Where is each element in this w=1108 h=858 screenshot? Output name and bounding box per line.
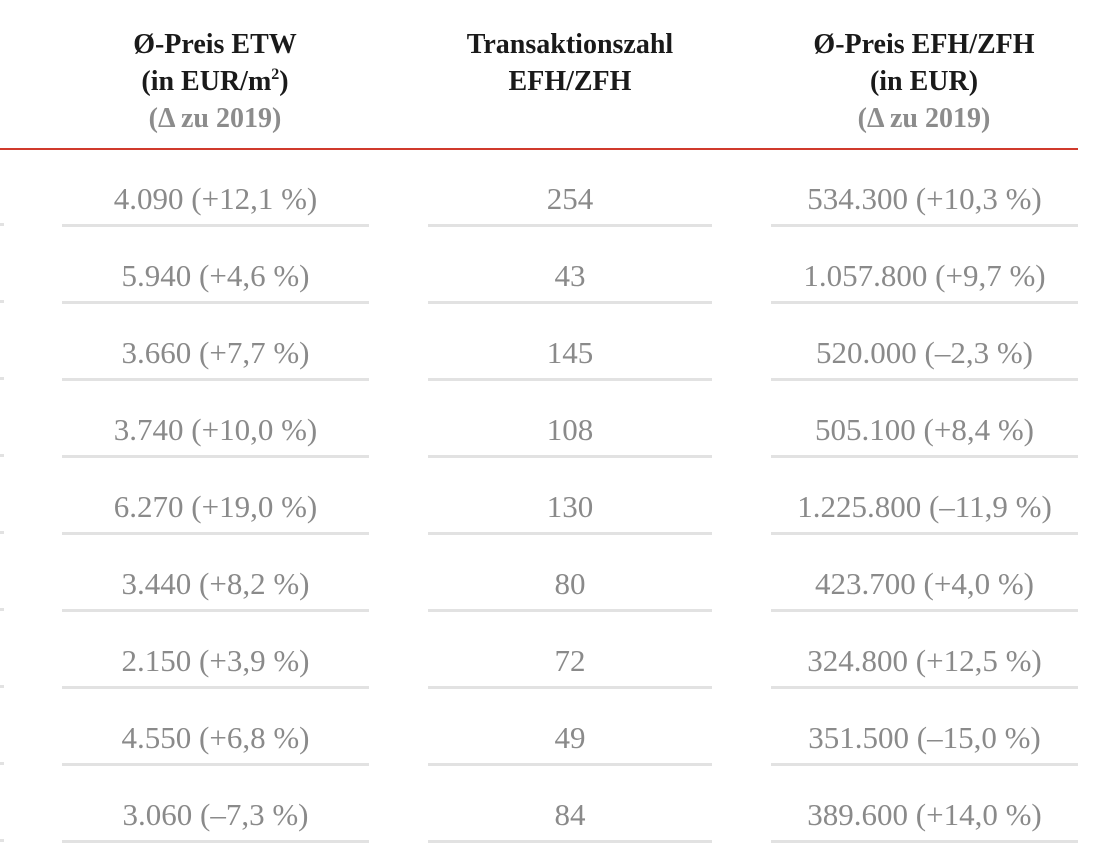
cell-value: 72 [554,643,586,678]
cell-value: 389.600 (+14,0 %) [807,797,1042,832]
cell-transaction-count: 145 [428,304,712,381]
header-unit: (in EUR) [869,66,979,97]
cell-avg-price-efh: 423.700 (+4,0 %) [771,535,1078,612]
header-label: Ø-Preis ETW [133,29,297,60]
cell-value: 84 [554,797,586,832]
row-divider-stub [0,454,4,457]
cell-value: 130 [546,489,594,524]
cell-value: 3.440 (+8,2 %) [121,566,310,601]
table-row: 3.660 (+7,7 %) 145 520.000 (–2,3 %) [0,304,1108,381]
cell-avg-price-efh: 1.057.800 (+9,7 %) [771,227,1078,304]
row-divider-stub [0,839,4,842]
header-unit: (in EUR/m2) [60,63,370,100]
cell-avg-price-etw: 3.740 (+10,0 %) [62,381,369,458]
cell-transaction-count: 80 [428,535,712,612]
header-delta-note: (Δ zu 2019) [857,103,991,134]
header-delta-note: (Δ zu 2019) [148,103,282,134]
cell-avg-price-etw: 3.060 (–7,3 %) [62,766,369,843]
cell-avg-price-etw: 4.090 (+12,1 %) [62,150,369,227]
table-body: 4.090 (+12,1 %) 254 534.300 (+10,3 %) 5.… [0,150,1108,843]
header-label: Ø-Preis EFH/ZFH [813,29,1035,60]
cell-transaction-count: 254 [428,150,712,227]
cell-value: 5.940 (+4,6 %) [121,258,310,293]
cell-transaction-count: 49 [428,689,712,766]
table-row: 3.060 (–7,3 %) 84 389.600 (+14,0 %) [0,766,1108,843]
row-divider-stub [0,531,4,534]
cell-value: 534.300 (+10,3 %) [807,181,1042,216]
row-divider-stub [0,685,4,688]
cell-transaction-count: 108 [428,381,712,458]
header-avg-price-etw: Ø-Preis ETW (in EUR/m2) (Δ zu 2019) [60,26,370,137]
cell-value: 3.660 (+7,7 %) [121,335,310,370]
row-divider-stub [0,377,4,380]
cell-transaction-count: 72 [428,612,712,689]
row-divider-stub [0,223,4,226]
header-divider [0,148,1078,150]
cell-transaction-count: 130 [428,458,712,535]
cell-value: 6.270 (+19,0 %) [113,489,318,524]
cell-value: 3.740 (+10,0 %) [113,412,318,447]
cell-avg-price-efh: 505.100 (+8,4 %) [771,381,1078,458]
cell-value: 108 [546,412,594,447]
cell-value: 4.550 (+6,8 %) [121,720,310,755]
cell-value: 505.100 (+8,4 %) [815,412,1034,447]
header-transaction-count: Transaktionszahl EFH/ZFH [428,26,712,100]
cell-value: 2.150 (+3,9 %) [121,643,310,678]
row-divider-stub [0,608,4,611]
table-row: 3.440 (+8,2 %) 80 423.700 (+4,0 %) [0,535,1108,612]
cell-transaction-count: 43 [428,227,712,304]
table-row: 6.270 (+19,0 %) 130 1.225.800 (–11,9 %) [0,458,1108,535]
header-label: Transaktionszahl [466,29,674,60]
cell-value: 520.000 (–2,3 %) [816,335,1033,370]
header-unit-superscript: 2 [271,66,280,83]
cell-avg-price-efh: 389.600 (+14,0 %) [771,766,1078,843]
cell-value: 1.225.800 (–11,9 %) [797,489,1052,524]
cell-avg-price-etw: 6.270 (+19,0 %) [62,458,369,535]
cell-value: 3.060 (–7,3 %) [122,797,309,832]
cell-avg-price-etw: 5.940 (+4,6 %) [62,227,369,304]
cell-avg-price-efh: 324.800 (+12,5 %) [771,612,1078,689]
table-row: 4.090 (+12,1 %) 254 534.300 (+10,3 %) [0,150,1108,227]
cell-value: 324.800 (+12,5 %) [807,643,1042,678]
cell-avg-price-etw: 3.660 (+7,7 %) [62,304,369,381]
table-row: 4.550 (+6,8 %) 49 351.500 (–15,0 %) [0,689,1108,766]
cell-value: 43 [554,258,586,293]
header-unit-text: (in EUR/m [141,66,272,97]
cell-value: 80 [554,566,586,601]
table-row: 2.150 (+3,9 %) 72 324.800 (+12,5 %) [0,612,1108,689]
table-row: 3.740 (+10,0 %) 108 505.100 (+8,4 %) [0,381,1108,458]
row-divider-stub [0,300,4,303]
cell-avg-price-etw: 2.150 (+3,9 %) [62,612,369,689]
table-header: Ø-Preis ETW (in EUR/m2) (Δ zu 2019) Tran… [0,0,1108,150]
cell-avg-price-etw: 3.440 (+8,2 %) [62,535,369,612]
cell-value: 351.500 (–15,0 %) [808,720,1041,755]
cell-transaction-count: 84 [428,766,712,843]
cell-value: 254 [546,181,594,216]
cell-avg-price-efh: 351.500 (–15,0 %) [771,689,1078,766]
cell-value: 4.090 (+12,1 %) [113,181,318,216]
cell-value: 145 [546,335,594,370]
cell-value: 423.700 (+4,0 %) [815,566,1034,601]
cell-avg-price-efh: 520.000 (–2,3 %) [771,304,1078,381]
cell-value: 1.057.800 (+9,7 %) [803,258,1046,293]
header-unit-close: ) [279,66,289,97]
table-row: 5.940 (+4,6 %) 43 1.057.800 (+9,7 %) [0,227,1108,304]
row-divider-stub [0,762,4,765]
cell-avg-price-etw: 4.550 (+6,8 %) [62,689,369,766]
header-sublabel: EFH/ZFH [508,66,632,97]
header-avg-price-efh: Ø-Preis EFH/ZFH (in EUR) (Δ zu 2019) [770,26,1078,137]
cell-avg-price-efh: 534.300 (+10,3 %) [771,150,1078,227]
cell-value: 49 [554,720,586,755]
cell-avg-price-efh: 1.225.800 (–11,9 %) [771,458,1078,535]
